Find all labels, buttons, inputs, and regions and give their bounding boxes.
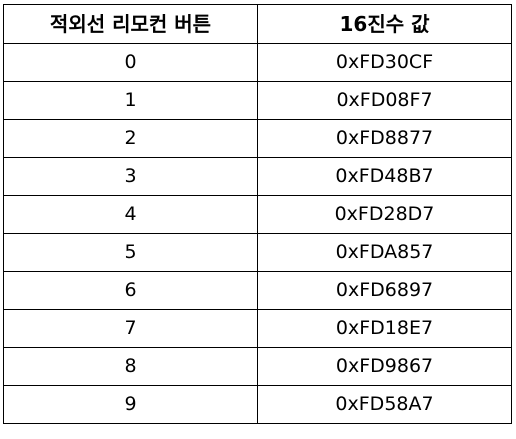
hex-cell: 0xFD08F7: [257, 81, 512, 120]
button-cell: 3: [3, 157, 258, 196]
table-row: 7 0xFD18E7: [3, 309, 512, 348]
remote-code-table: 적외선 리모컨 버튼 16진수 값 0 0xFD30CF 1 0xFD08F7 …: [3, 4, 512, 424]
hex-cell: 0xFD58A7: [257, 385, 512, 424]
table-row: 0 0xFD30CF: [3, 43, 512, 82]
table-row: 3 0xFD48B7: [3, 157, 512, 196]
button-cell: 6: [3, 271, 258, 310]
button-cell: 9: [3, 385, 258, 424]
hex-cell: 0xFD18E7: [257, 309, 512, 348]
header-hex-value: 16진수 값: [257, 4, 512, 44]
table-row: 2 0xFD8877: [3, 119, 512, 158]
button-cell: 5: [3, 233, 258, 272]
remote-code-table-container: 적외선 리모컨 버튼 16진수 값 0 0xFD30CF 1 0xFD08F7 …: [3, 4, 512, 424]
button-cell: 4: [3, 195, 258, 234]
button-cell: 2: [3, 119, 258, 158]
table-row: 1 0xFD08F7: [3, 81, 512, 120]
hex-cell: 0xFD30CF: [257, 43, 512, 82]
table-row: 4 0xFD28D7: [3, 195, 512, 234]
table-row: 8 0xFD9867: [3, 347, 512, 386]
hex-cell: 0xFD6897: [257, 271, 512, 310]
hex-cell: 0xFD9867: [257, 347, 512, 386]
button-cell: 8: [3, 347, 258, 386]
button-cell: 1: [3, 81, 258, 120]
table-header-row: 적외선 리모컨 버튼 16진수 값: [3, 4, 512, 44]
button-cell: 7: [3, 309, 258, 348]
table-row: 5 0xFDA857: [3, 233, 512, 272]
button-cell: 0: [3, 43, 258, 82]
table-row: 9 0xFD58A7: [3, 385, 512, 424]
table-row: 6 0xFD6897: [3, 271, 512, 310]
hex-cell: 0xFDA857: [257, 233, 512, 272]
hex-cell: 0xFD28D7: [257, 195, 512, 234]
hex-cell: 0xFD48B7: [257, 157, 512, 196]
hex-cell: 0xFD8877: [257, 119, 512, 158]
header-button: 적외선 리모컨 버튼: [3, 4, 258, 44]
